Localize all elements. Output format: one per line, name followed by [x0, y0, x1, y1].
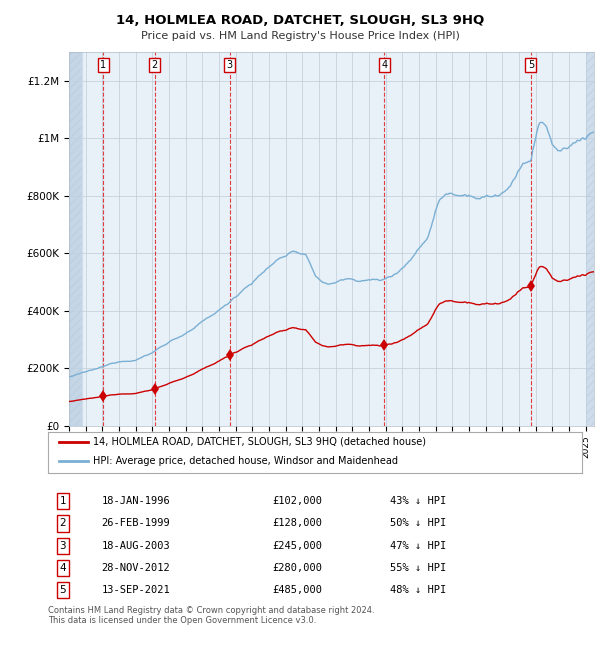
Text: 4: 4	[381, 60, 387, 70]
Text: 43% ↓ HPI: 43% ↓ HPI	[390, 496, 446, 506]
Bar	[69, 52, 82, 426]
Text: 1: 1	[100, 60, 106, 70]
Text: 2: 2	[152, 60, 158, 70]
Text: 28-NOV-2012: 28-NOV-2012	[101, 563, 170, 573]
Text: £102,000: £102,000	[272, 496, 322, 506]
Text: 13-SEP-2021: 13-SEP-2021	[101, 585, 170, 595]
Text: £128,000: £128,000	[272, 519, 322, 528]
Text: £280,000: £280,000	[272, 563, 322, 573]
Text: 14, HOLMLEA ROAD, DATCHET, SLOUGH, SL3 9HQ: 14, HOLMLEA ROAD, DATCHET, SLOUGH, SL3 9…	[116, 14, 484, 27]
Text: 3: 3	[226, 60, 233, 70]
Text: 26-FEB-1999: 26-FEB-1999	[101, 519, 170, 528]
Text: 55% ↓ HPI: 55% ↓ HPI	[390, 563, 446, 573]
Text: 4: 4	[59, 563, 66, 573]
Text: 50% ↓ HPI: 50% ↓ HPI	[390, 519, 446, 528]
Text: 2: 2	[59, 519, 66, 528]
Text: 1: 1	[59, 496, 66, 506]
Text: 47% ↓ HPI: 47% ↓ HPI	[390, 541, 446, 551]
Text: 5: 5	[59, 585, 66, 595]
Text: Contains HM Land Registry data © Crown copyright and database right 2024.
This d: Contains HM Land Registry data © Crown c…	[48, 606, 374, 625]
Text: 48% ↓ HPI: 48% ↓ HPI	[390, 585, 446, 595]
Text: 18-AUG-2003: 18-AUG-2003	[101, 541, 170, 551]
Text: 14, HOLMLEA ROAD, DATCHET, SLOUGH, SL3 9HQ (detached house): 14, HOLMLEA ROAD, DATCHET, SLOUGH, SL3 9…	[94, 437, 427, 447]
Text: Price paid vs. HM Land Registry's House Price Index (HPI): Price paid vs. HM Land Registry's House …	[140, 31, 460, 41]
Text: 18-JAN-1996: 18-JAN-1996	[101, 496, 170, 506]
Text: £245,000: £245,000	[272, 541, 322, 551]
Text: HPI: Average price, detached house, Windsor and Maidenhead: HPI: Average price, detached house, Wind…	[94, 456, 398, 466]
Text: 5: 5	[528, 60, 534, 70]
Text: 3: 3	[59, 541, 66, 551]
Text: £485,000: £485,000	[272, 585, 322, 595]
